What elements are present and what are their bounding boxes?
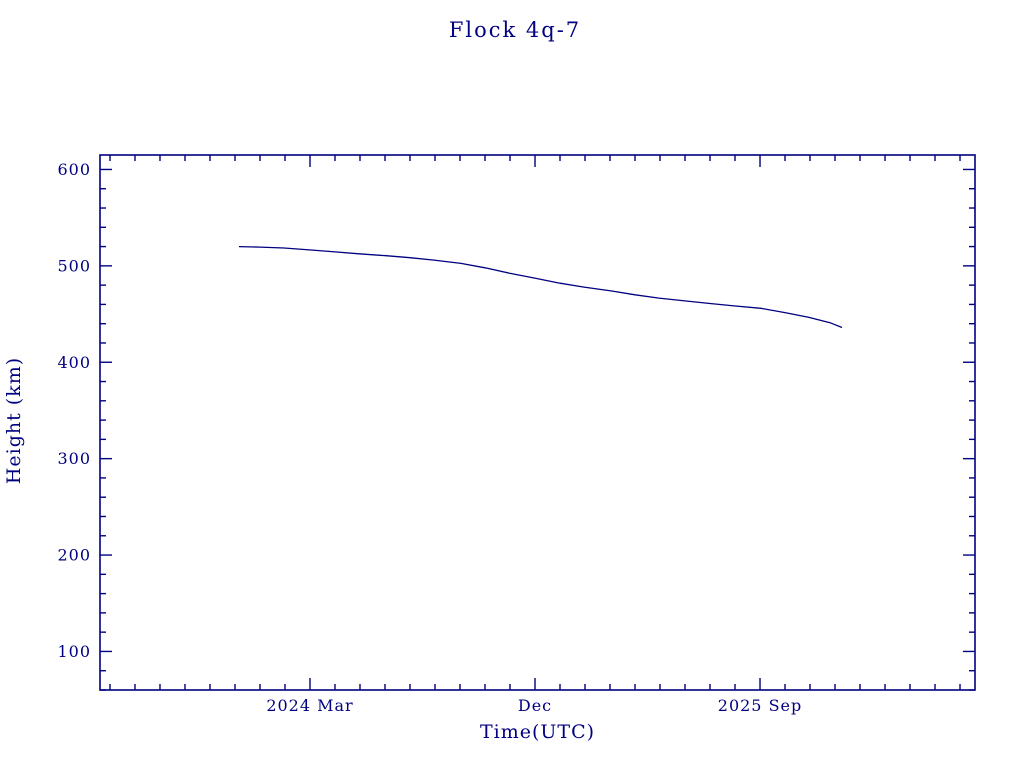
y-tick-label: 100 bbox=[57, 642, 91, 661]
y-tick-label: 600 bbox=[57, 160, 91, 179]
y-tick-label: 400 bbox=[57, 353, 91, 372]
y-tick-label: 500 bbox=[57, 256, 91, 275]
height-series-line bbox=[238, 245, 843, 329]
x-tick-label: 2025 Sep bbox=[718, 696, 802, 715]
x-axis-label: Time(UTC) bbox=[480, 721, 595, 743]
x-tick-label: 2024 Mar bbox=[266, 696, 353, 715]
y-axis-label: Height (km) bbox=[3, 357, 25, 484]
x-tick-label: Dec bbox=[518, 696, 552, 715]
chart-title: Flock 4q-7 bbox=[448, 18, 582, 42]
y-tick-label: 200 bbox=[57, 546, 91, 565]
y-tick-label: 300 bbox=[57, 449, 91, 468]
plot-frame bbox=[99, 154, 976, 691]
